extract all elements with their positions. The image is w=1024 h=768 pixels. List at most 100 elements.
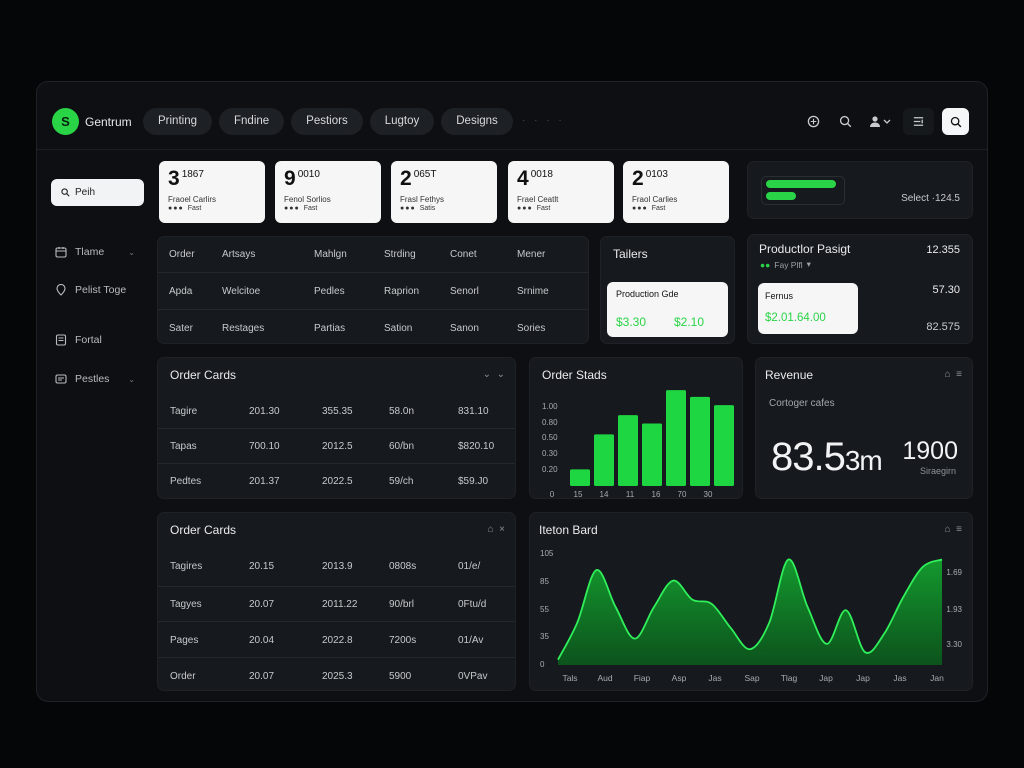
table-row[interactable]: Tagires 20.15 2013.9 0808s 01/e/ [158,547,515,587]
nav-more-dots[interactable]: · · · · [522,115,565,126]
sidebar-item-pelist-toge[interactable]: Pelist Toge [55,284,135,297]
nav-tab-printing[interactable]: Printing [143,108,212,135]
stat-sub: Fast [303,205,318,212]
chevron-down-icon: ⌄ [128,248,135,257]
table-row[interactable]: Order 20.07 2025.3 5900 0VPav [158,659,515,694]
stat-value: 2 [400,167,412,190]
production-card[interactable]: Production Gde $3.30 $2.10 [607,282,728,337]
stat-sub: Fast [651,205,666,212]
brand-logo[interactable]: S Gentrum [52,108,132,135]
stat-value-small: 0018 [530,169,553,180]
y-tick-label: 55 [540,605,549,614]
table-cell: 20.07 [249,599,275,610]
table-cell: 0VPav [458,671,488,682]
revenue-value: 83.53m [771,435,883,481]
table-row[interactable]: Tapas 700.10 2012.5 60/bn $820.10 [158,429,515,464]
table-cell: 201.30 [249,406,280,417]
stat-card[interactable]: 2 0103 Fraol Carlies ●●● Fast [623,161,729,223]
stat-card[interactable]: 4 0018 Frael Ceatlt ●●● Fast [508,161,614,223]
logo-mark: S [52,108,79,135]
card-controls[interactable]: ⌂ ≡ [944,524,962,535]
table-cell: Strding [384,249,416,260]
bar[interactable] [618,415,638,486]
progress-box [761,176,845,205]
card-controls[interactable]: ⌂ ≡ [944,369,962,380]
area-line[interactable] [557,558,943,661]
production-card-panel: Productlor Pasigt 12.355 ●● Fay Plfl ▾ F… [747,234,973,344]
grid-icon[interactable] [903,108,934,135]
table-cell: Tagire [170,406,198,417]
order-cards-panel: Order Cards ⌄ ⌄ Tagire 201.30 355.35 58.0n 8… [157,357,516,499]
stat-label: Fraoel Carlirs [168,195,217,204]
table-cell: 90/brl [389,599,415,610]
stat-card[interactable]: 3 1867 Fraoel Carlirs ●●● Fast [159,161,265,223]
sidebar-item-pestles[interactable]: Pestles ⌄ [55,373,135,386]
table-cell: Pages [170,635,199,646]
card-title: Tailers [613,247,648,261]
bar[interactable] [642,423,662,487]
select-widget[interactable]: Select ·124.5 [747,161,973,219]
table-cell: Sanon [450,323,479,334]
sidebar-item-tlame[interactable]: Tlame ⌄ [55,246,135,259]
table-cell: Srnime [517,286,549,297]
stat-value: 3 [168,167,180,190]
grid-row[interactable]: Order Artsays Mahlgn Strding Conet Mener [158,237,588,273]
table-cell: 2011.22 [322,599,358,610]
nav-tab-lugtoy[interactable]: Lugtoy [369,108,435,135]
card-title: Order Cards [170,523,237,537]
bar[interactable] [666,390,686,486]
iteton-bard-panel: Iteton Bard ⌂ ≡ 105 85 55 35 0 1.69 1.93 3.30 Ta… [529,512,973,691]
table-row[interactable]: Tagire 201.30 355.35 58.0n 831.10 [158,394,515,429]
table-cell: 20.07 [249,671,275,682]
search-button[interactable] [942,108,969,135]
production-sub[interactable]: ●● Fay Plfl ▾ [760,259,811,270]
location-icon [56,284,66,296]
search-icon[interactable] [833,108,857,135]
stat-card[interactable]: 9 0010 Fenol Sorlios ●●● Fast [275,161,381,223]
x-tick-label: Fiap [634,673,651,683]
table-row[interactable]: Tagyes 20.07 2011.22 90/brl 0Ftu/d [158,587,515,622]
sidebar-item-fortal[interactable]: Fortal [55,334,135,347]
bar[interactable] [594,434,614,486]
table-row[interactable]: Pedtes 201.37 2022.5 59/ch $59.J0 [158,464,515,499]
table-cell: $59.J0 [458,476,489,487]
stat-card[interactable]: 2 065T Frasl Fethys ●●● Satis [391,161,497,223]
bar[interactable] [690,396,710,486]
sidebar-search[interactable]: Peih [51,179,144,206]
revenue-caption: Cortoger cafes [769,398,835,409]
stat-value: 2 [632,167,644,190]
dots-icon: ●●● [168,205,184,212]
toolbar-icons [801,108,969,135]
x-tick-label: 0 [550,490,555,499]
stat-value-small: 0103 [645,169,668,180]
table-cell: Restages [222,323,265,334]
table-cell: 700.10 [249,441,280,452]
card-controls[interactable]: ⌄ ⌄ [482,369,505,380]
fernus-card[interactable]: Fernus $2.01.64.00 [758,283,858,334]
table-cell: Pedtes [170,476,202,487]
y-tick-label: 105 [540,549,554,558]
nav-tab-designs[interactable]: Designs [441,108,513,135]
fernus-label: Fernus [765,291,794,301]
stat-sub: Satis [419,205,436,212]
user-menu-icon[interactable] [865,108,895,135]
y-tick-label: 0.50 [542,433,558,442]
dots-icon: ●●● [632,205,648,212]
table-cell: Sater [169,323,193,334]
bar[interactable] [570,469,590,486]
revenue-number: 83.5 [771,435,846,479]
nav-tab-fndine[interactable]: Fndine [219,108,285,135]
table-cell: Partias [314,323,346,334]
bar[interactable] [714,405,734,486]
sidebar-item-label: Tlame [75,246,105,258]
stat-value: 9 [284,167,296,190]
grid-row[interactable]: Apda Welcitoe Pedles Raprion Senorl Srnime [158,274,588,310]
card-controls[interactable]: ⌂ × [487,524,505,535]
grid-row[interactable]: Sater Restages Partias Sation Sanon Sories [158,311,588,347]
nav-tab-pestiors[interactable]: Pestiors [291,108,363,135]
production-value-1: $3.30 [616,315,647,329]
progress-bar-short [766,192,796,200]
table-row[interactable]: Pages 20.04 2022.8 7200s 01/Av [158,623,515,658]
y-tick-label-right: 1.93 [946,605,962,614]
globe-icon[interactable] [801,108,825,135]
